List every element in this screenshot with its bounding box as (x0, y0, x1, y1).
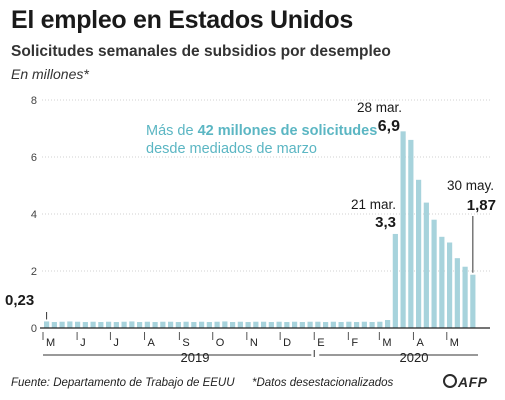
bar (330, 321, 336, 328)
logo-ring-icon (443, 374, 457, 388)
bar (75, 321, 81, 328)
afp-logo: AFP (443, 374, 488, 390)
bar (129, 321, 135, 328)
callout-bold: 42 millones de solicitudes (197, 123, 378, 139)
month-label: D (283, 337, 291, 349)
month-label: E (317, 337, 324, 349)
bar (183, 321, 189, 328)
bar (423, 202, 429, 328)
bar (67, 321, 73, 328)
month-label: A (416, 337, 424, 349)
month-label: F (351, 337, 358, 349)
y-tick-label: 6 (31, 152, 37, 164)
callout-text: Más de 42 millones de solicitudes desde … (146, 122, 377, 158)
bar (175, 322, 181, 328)
bar (82, 322, 88, 328)
bar (152, 322, 158, 328)
callout-part1: Más de (146, 123, 198, 139)
bar (338, 322, 344, 328)
bar (299, 322, 305, 328)
month-label: O (216, 337, 225, 349)
year-label: 2020 (400, 350, 429, 365)
bar (191, 322, 197, 328)
bar (51, 322, 57, 328)
bar (222, 321, 228, 328)
bar (230, 322, 236, 328)
annotation-value: 6,9 (378, 118, 400, 135)
annotation-date: 21 mar. (351, 197, 396, 212)
bar (346, 321, 352, 328)
bar (206, 322, 212, 328)
bar (361, 321, 367, 328)
bar (431, 219, 437, 328)
bar (284, 322, 290, 328)
month-label: S (182, 337, 189, 349)
bar (98, 322, 104, 328)
bar (416, 179, 422, 328)
annotation-value: 1,87 (467, 197, 496, 214)
y-tick-label: 0 (31, 323, 37, 335)
bar (160, 321, 166, 328)
bar (44, 321, 50, 328)
source-note: Fuente: Departamento de Trabajo de EEUU (11, 377, 235, 389)
month-label: N (250, 337, 258, 349)
bar (354, 322, 360, 328)
bar (144, 321, 150, 328)
bar (59, 321, 65, 328)
month-label: J (113, 337, 119, 349)
bar (454, 258, 460, 328)
y-tick-label: 2 (31, 266, 37, 278)
month-label: A (148, 337, 156, 349)
y-tick-label: 4 (31, 209, 37, 221)
bar (168, 321, 174, 328)
month-label: M (450, 337, 459, 349)
bar (292, 321, 298, 328)
bar (276, 321, 282, 328)
bar (323, 322, 329, 328)
bar (369, 322, 375, 328)
bar (253, 321, 259, 328)
bar (470, 274, 476, 328)
bar (90, 321, 96, 328)
bar (408, 139, 414, 328)
bar (447, 242, 453, 328)
year-label: 2019 (181, 350, 210, 365)
bar (307, 321, 313, 328)
bar (137, 322, 143, 328)
data-note: *Datos desestacionalizados (252, 377, 394, 389)
bar (237, 321, 243, 328)
unit-label: En millones* (11, 66, 89, 82)
callout-line2: desde mediados de marzo (146, 141, 317, 157)
bar (106, 321, 112, 328)
annotation-date: 28 mar. (357, 100, 402, 115)
bar (268, 322, 274, 328)
month-label: M (46, 337, 55, 349)
bar (315, 321, 321, 328)
bar (121, 321, 127, 328)
bar (199, 321, 205, 328)
bar (400, 131, 406, 328)
bar (377, 321, 383, 328)
bar (392, 233, 398, 328)
chart-subtitle: Solicitudes semanales de subsidios por d… (11, 43, 391, 60)
bar (261, 321, 267, 328)
bar (245, 322, 251, 328)
annotation-value: 3,3 (375, 214, 396, 231)
y-tick-label: 8 (31, 95, 37, 107)
month-label: M (382, 337, 391, 349)
month-label: J (80, 337, 86, 349)
logo-text: AFP (458, 374, 488, 390)
bar (214, 321, 220, 328)
chart-title: El empleo en Estados Unidos (11, 6, 353, 34)
bar (113, 322, 119, 328)
annotation-value: 0,23 (5, 292, 34, 309)
bar (439, 236, 445, 328)
bar (462, 266, 468, 328)
annotation-date: 30 may. (447, 178, 494, 193)
bar (385, 320, 391, 328)
